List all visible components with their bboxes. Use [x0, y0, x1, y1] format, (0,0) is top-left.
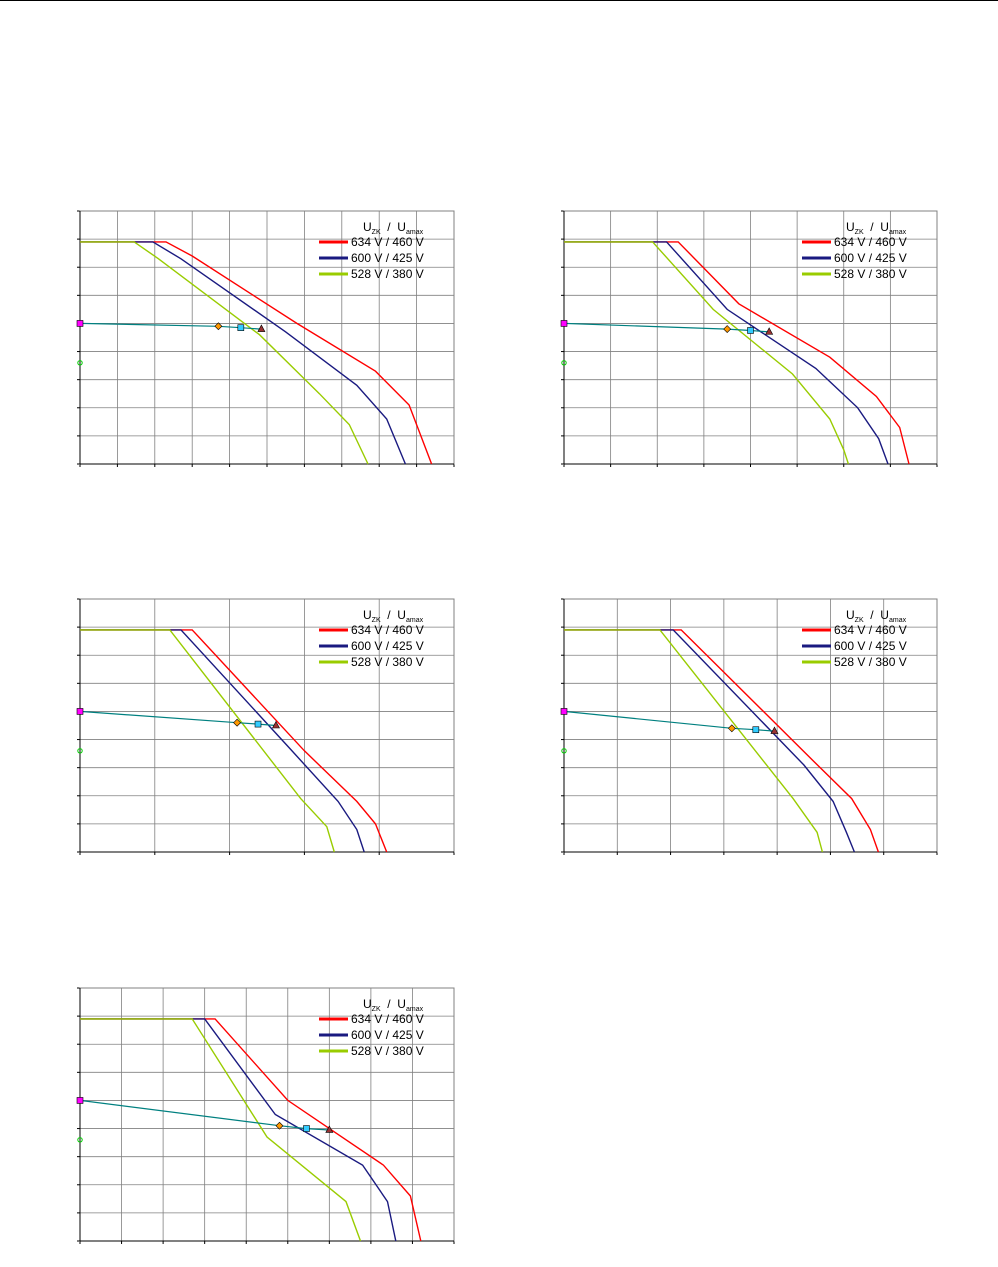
- legend-label-3: 528 V / 380 V: [351, 267, 424, 281]
- square-marker: [237, 324, 245, 331]
- legend-heading-sub-amax: amax: [406, 617, 424, 624]
- legend-heading-u: U: [397, 997, 406, 1011]
- diamond-marker: [214, 322, 223, 331]
- start-marker: [76, 1097, 84, 1104]
- legend-heading-u: U: [846, 608, 855, 622]
- legend-label-1: 634 V / 460 V: [834, 235, 907, 249]
- legend-label-1: 634 V / 460 V: [834, 623, 907, 637]
- triangle-marker: [271, 720, 280, 729]
- diamond-marker: [233, 718, 242, 727]
- legend-heading-sub-amax: amax: [406, 1006, 424, 1013]
- legend-heading: UZK / Uamax: [363, 608, 424, 624]
- diamond-marker: [723, 325, 732, 333]
- legend-heading-sep: /: [864, 608, 881, 622]
- legend-heading-sep: /: [381, 608, 398, 622]
- legend-heading-sub-zk: ZK: [855, 229, 864, 236]
- legend-heading-sub-zk: ZK: [855, 617, 864, 624]
- legend-heading-u: U: [880, 608, 889, 622]
- legend-heading-sep: /: [864, 220, 881, 234]
- start-marker: [76, 708, 84, 715]
- legend-label-3: 528 V / 380 V: [834, 267, 907, 281]
- series-line-3: [80, 1018, 362, 1242]
- triangle-marker: [325, 1125, 334, 1133]
- green-marker: [561, 360, 567, 366]
- legend-heading-sub-amax: amax: [889, 229, 907, 236]
- series-line-3: [564, 629, 824, 853]
- green-marker: [77, 1137, 83, 1143]
- legend-heading-u: U: [880, 220, 889, 234]
- green-marker: [77, 360, 83, 366]
- legend-heading-sub-zk: ZK: [372, 1006, 381, 1013]
- legend-heading-u: U: [363, 220, 372, 234]
- legend-heading: UZK / Uamax: [846, 608, 907, 624]
- series-line-3: [80, 241, 369, 465]
- legend-heading-sub-amax: amax: [406, 229, 424, 236]
- top-rule: [0, 0, 998, 1]
- legend-label-3: 528 V / 380 V: [351, 1044, 424, 1058]
- operating-line: [79, 710, 277, 727]
- legend-heading-sub-zk: ZK: [372, 617, 381, 624]
- triangle-marker: [770, 726, 779, 734]
- operating-line: [563, 710, 775, 732]
- legend-label-2: 600 V / 425 V: [351, 251, 424, 265]
- series-line-1: [564, 629, 880, 853]
- legend-heading: UZK / Uamax: [363, 997, 424, 1013]
- operating-line: [79, 1099, 330, 1131]
- legend-heading-u: U: [846, 220, 855, 234]
- series-line-1: [564, 241, 910, 465]
- square-marker: [303, 1125, 310, 1132]
- legend-label-2: 600 V / 425 V: [834, 251, 907, 265]
- triangle-marker: [765, 327, 774, 335]
- legend-heading-sub-zk: ZK: [372, 229, 381, 236]
- square-marker: [254, 720, 262, 728]
- legend-label-3: 528 V / 380 V: [834, 655, 907, 669]
- legend-label-3: 528 V / 380 V: [351, 655, 424, 669]
- series-line-2: [564, 241, 889, 465]
- legend-heading: UZK / Uamax: [363, 220, 424, 236]
- operating-line: [79, 322, 262, 330]
- legend-heading-sep: /: [381, 220, 398, 234]
- legend-heading-u: U: [397, 608, 406, 622]
- start-marker: [560, 320, 568, 327]
- series-line-2: [80, 241, 407, 465]
- legend-heading-u: U: [363, 608, 372, 622]
- start-marker: [76, 320, 84, 327]
- series-line-3: [564, 241, 850, 465]
- green-marker: [77, 748, 83, 754]
- legend-label-2: 600 V / 425 V: [351, 639, 424, 653]
- green-marker: [561, 748, 567, 754]
- diamond-marker: [275, 1121, 284, 1130]
- series-line-3: [80, 629, 335, 853]
- square-marker: [752, 726, 760, 734]
- series-line-1: [80, 241, 433, 465]
- legend-heading-sep: /: [381, 997, 398, 1011]
- legend-label-1: 634 V / 460 V: [351, 1012, 424, 1026]
- legend-heading: UZK / Uamax: [846, 220, 907, 236]
- legend-label-1: 634 V / 460 V: [351, 623, 424, 637]
- triangle-marker: [257, 324, 266, 332]
- legend-heading-u: U: [363, 997, 372, 1011]
- diamond-marker: [727, 724, 736, 733]
- legend-label-2: 600 V / 425 V: [834, 639, 907, 653]
- legend-heading-sub-amax: amax: [889, 617, 907, 624]
- start-marker: [560, 708, 568, 715]
- square-marker: [747, 327, 754, 334]
- legend-label-1: 634 V / 460 V: [351, 235, 424, 249]
- operating-line: [563, 322, 770, 333]
- legend-label-2: 600 V / 425 V: [351, 1028, 424, 1042]
- legend-heading-u: U: [397, 220, 406, 234]
